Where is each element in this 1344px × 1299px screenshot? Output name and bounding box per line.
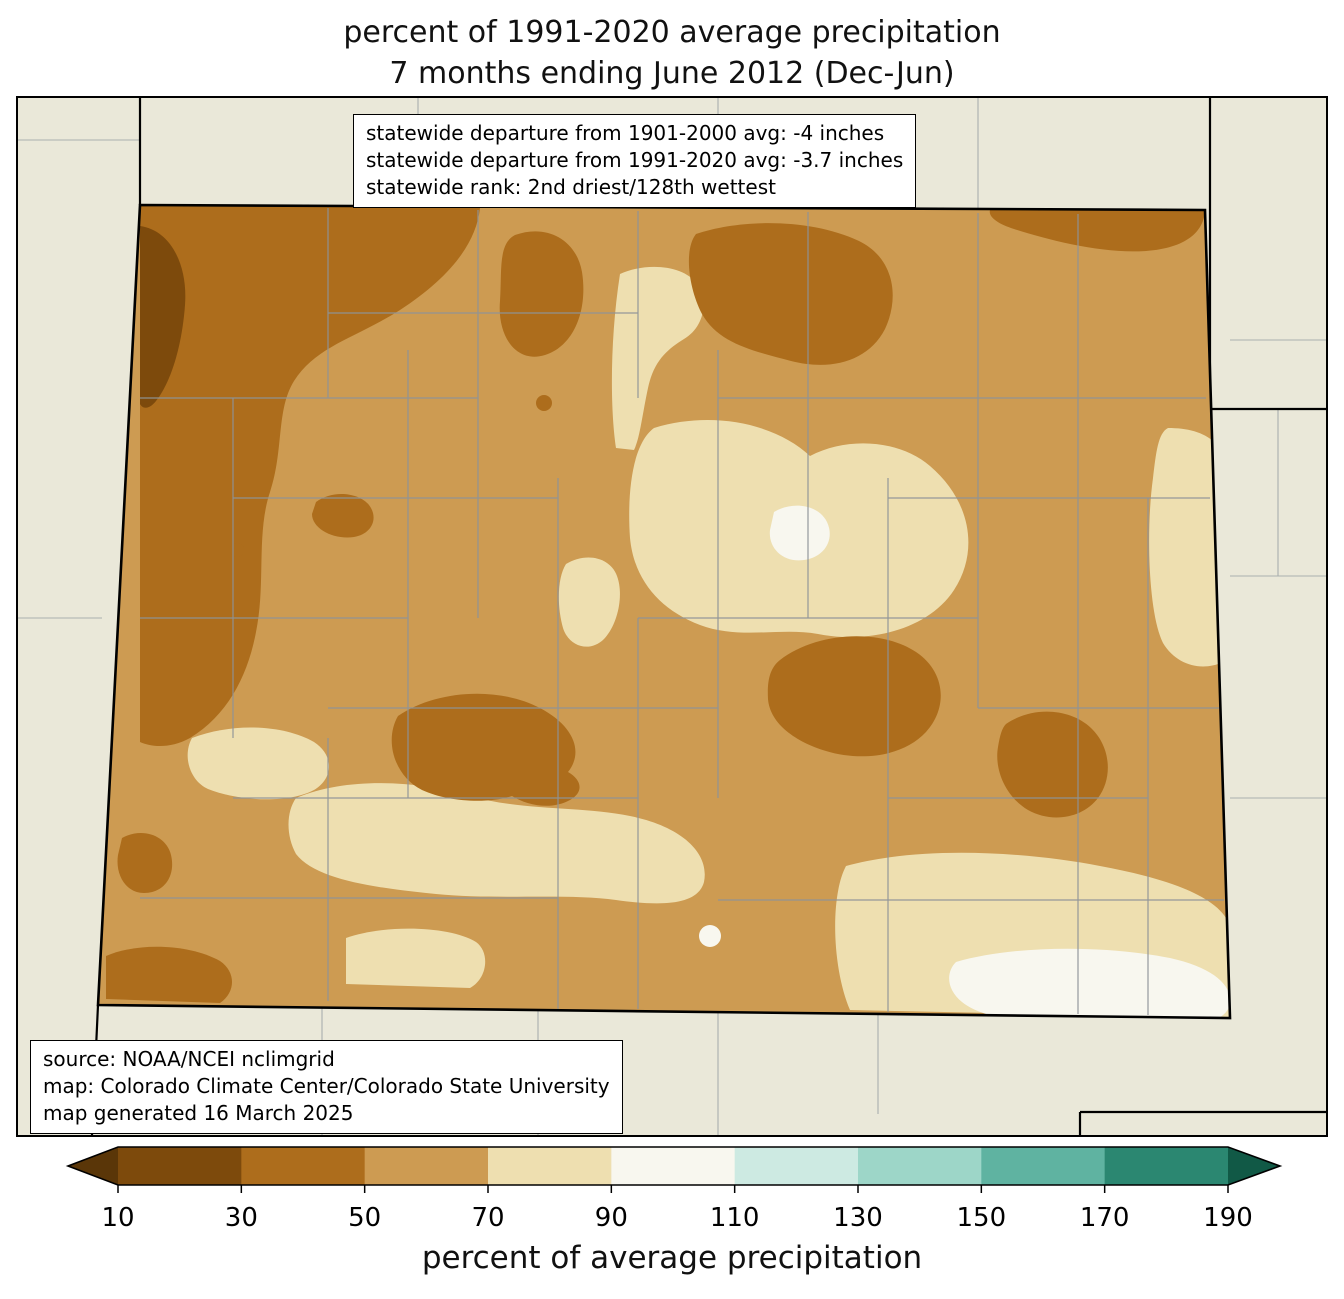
colorbar-tick-label-70: 70 (471, 1203, 504, 1233)
precip-region-70-90 (288, 783, 705, 904)
precip-region-30-50 (499, 231, 584, 357)
precip-region-30-50 (106, 946, 232, 1003)
precip-region-30-50 (312, 494, 374, 538)
colorbar-segment-10-30 (118, 1147, 242, 1185)
colorbar-tick-label-130: 130 (833, 1203, 883, 1233)
colorbar-tick-label-90: 90 (595, 1203, 628, 1233)
precip-regions-90-110 (699, 505, 1230, 1018)
colorbar-segment-50-70 (364, 1147, 489, 1185)
title-line-1: percent of 1991-2020 average precipitati… (343, 15, 1001, 50)
colorbar-tick-label-150: 150 (957, 1203, 1007, 1233)
precip-region-30-50 (391, 693, 580, 806)
precip-region-30-50 (140, 205, 480, 747)
source-line-3: map generated 16 March 2025 (43, 1101, 354, 1125)
colorbar-arrow-over (1228, 1147, 1280, 1185)
precip-region-30-50 (117, 833, 173, 893)
state-border (96, 203, 1232, 1020)
colorbar-segment-70-90 (488, 1147, 612, 1185)
map-frame: statewide departure from 1901-2000 avg: … (16, 96, 1328, 1137)
colorbar-tick-label-110: 110 (710, 1203, 760, 1233)
colorbar-tick-label-10: 10 (101, 1203, 134, 1233)
title-line-2: 7 months ending June 2012 (Dec-Jun) (389, 56, 955, 91)
precipitation-contours (98, 205, 1230, 1018)
colorbar-segment-90-110 (611, 1147, 736, 1185)
colorado-precipitation-map (18, 98, 1326, 1135)
precip-regions-10-30 (140, 226, 186, 408)
source-line-2: map: Colorado Climate Center/Colorado St… (43, 1074, 610, 1098)
precip-region-70-90 (558, 557, 620, 647)
colorbar-segment-110-130 (734, 1147, 859, 1185)
precip-region-90-110 (949, 948, 1230, 1018)
stats-line-3: statewide rank: 2nd driest/128th wettest (366, 175, 776, 199)
colorbar-segment-150-170 (981, 1147, 1106, 1185)
precip-region-70-90 (346, 928, 486, 988)
precip-region-90-110 (769, 505, 830, 561)
colorbar: 10 30 50 70 90 110 130 150 170 190 (65, 1146, 1283, 1233)
precip-region-30-50 (536, 395, 552, 411)
statewide-stats-box: statewide departure from 1901-2000 avg: … (353, 114, 917, 208)
precip-region-10-30 (140, 226, 186, 408)
colorbar-tick-label-50: 50 (348, 1203, 381, 1233)
precip-region-90-110 (699, 925, 721, 947)
precip-regions-30-50 (106, 205, 1205, 1003)
county-boundaries (140, 208, 1224, 1015)
colorbar-axis-label: percent of average precipitation (421, 1240, 923, 1276)
precip-region-70-90 (1149, 428, 1230, 667)
source-attribution-box: source: NOAA/NCEI nclimgrid map: Colorad… (30, 1040, 623, 1134)
precip-region-30-50 (767, 636, 941, 757)
precip-region-30-50 (230, 543, 244, 557)
colorbar-arrow-under (68, 1147, 118, 1185)
colorbar-tick-label-30: 30 (225, 1203, 258, 1233)
colorbar-tick-label-190: 190 (1203, 1203, 1253, 1233)
figure-title: percent of 1991-2020 average precipitati… (0, 12, 1344, 94)
colorbar-segment-170-190 (1104, 1147, 1229, 1185)
precip-region-30-50 (997, 711, 1108, 818)
colorbar-tick-label-170: 170 (1080, 1203, 1130, 1233)
stats-line-1: statewide departure from 1901-2000 avg: … (366, 121, 885, 145)
precip-region-30-50 (688, 223, 893, 365)
source-line-1: source: NOAA/NCEI nclimgrid (43, 1047, 335, 1071)
colorbar-segment-130-150 (858, 1147, 982, 1185)
precip-region-70-90 (187, 727, 329, 800)
precip-regions-70-90 (187, 266, 1230, 1018)
stats-line-2: statewide departure from 1991-2020 avg: … (366, 148, 904, 172)
colorbar-segment-30-50 (241, 1147, 366, 1185)
precip-region-30-50 (989, 210, 1205, 252)
